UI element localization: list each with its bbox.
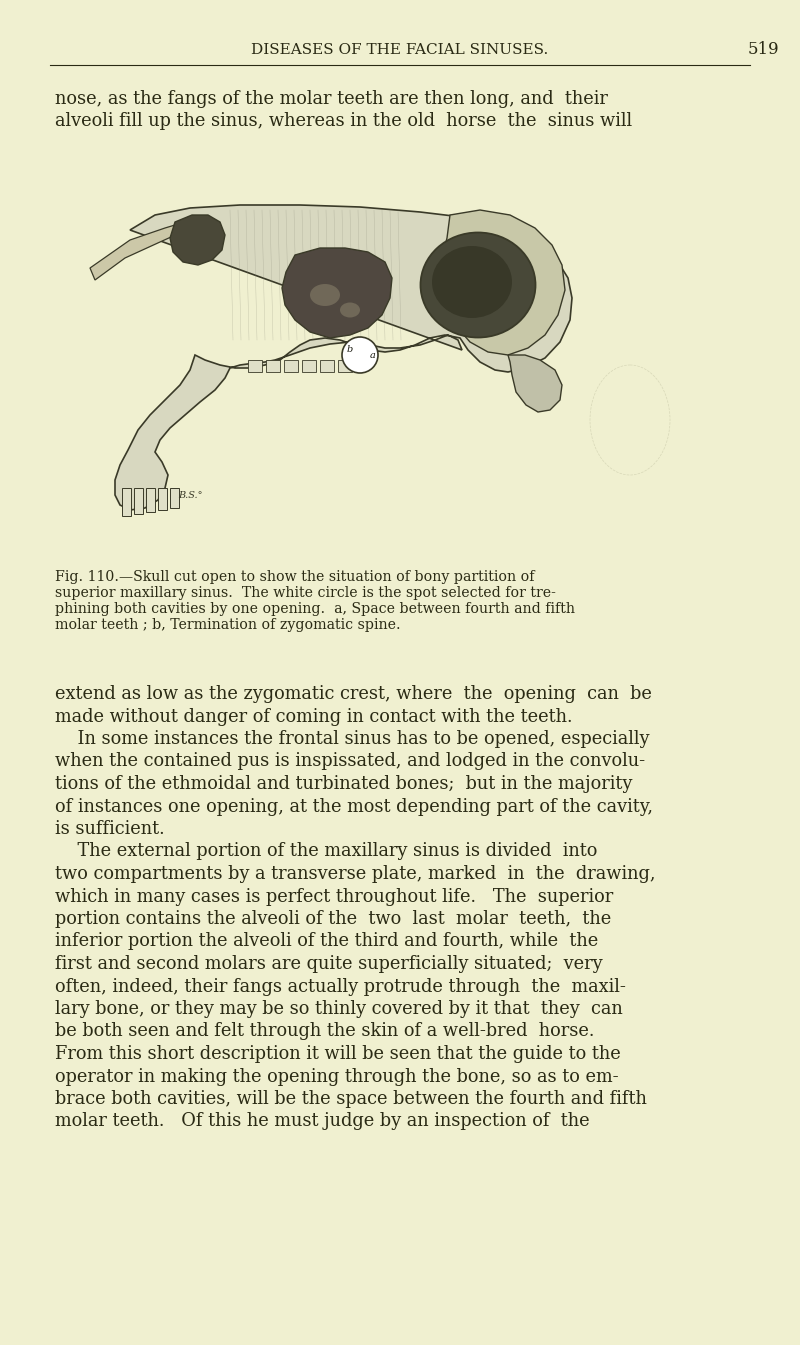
Ellipse shape [432,246,512,317]
Bar [284,360,298,373]
Text: two compartments by a transverse plate, marked  in  the  drawing,: two compartments by a transverse plate, … [55,865,655,884]
Polygon shape [440,210,565,355]
Text: operator in making the opening through the bone, so as to em-: operator in making the opening through t… [55,1068,618,1085]
Text: 519: 519 [748,42,780,58]
Text: portion contains the alveoli of the  two  last  molar  teeth,  the: portion contains the alveoli of the two … [55,911,611,928]
Bar [158,488,167,510]
Text: The external portion of the maxillary sinus is divided  into: The external portion of the maxillary si… [55,842,598,861]
Polygon shape [282,247,392,338]
Text: extend as low as the zygomatic crest, where  the  opening  can  be: extend as low as the zygomatic crest, wh… [55,685,652,703]
Polygon shape [508,355,562,412]
Polygon shape [170,215,225,265]
Text: often, indeed, their fangs actually protrude through  the  maxil-: often, indeed, their fangs actually prot… [55,978,626,995]
Text: B.S.°: B.S.° [178,491,202,500]
Text: molar teeth ; b, Termination of zygomatic spine.: molar teeth ; b, Termination of zygomati… [55,617,401,632]
Text: is sufficient.: is sufficient. [55,820,165,838]
Text: a: a [370,351,376,360]
Text: molar teeth.   Of this he must judge by an inspection of  the: molar teeth. Of this he must judge by an… [55,1112,590,1131]
Text: first and second molars are quite superficially situated;  very: first and second molars are quite superf… [55,955,602,972]
Text: Fig. 110.—Skull cut open to show the situation of bony partition of: Fig. 110.—Skull cut open to show the sit… [55,570,534,584]
Bar [320,360,334,373]
Bar [134,488,143,514]
Text: made without danger of coming in contact with the teeth.: made without danger of coming in contact… [55,707,573,725]
Bar [266,360,280,373]
Text: inferior portion the alveoli of the third and fourth, while  the: inferior portion the alveoli of the thir… [55,932,598,951]
Bar [122,488,131,516]
Polygon shape [115,204,572,510]
Text: of instances one opening, at the most depending part of the cavity,: of instances one opening, at the most de… [55,798,653,815]
Bar [146,488,155,512]
Ellipse shape [340,303,360,317]
Text: From this short description it will be seen that the guide to the: From this short description it will be s… [55,1045,621,1063]
Text: be both seen and felt through the skin of a well-bred  horse.: be both seen and felt through the skin o… [55,1022,594,1041]
Text: In some instances the frontal sinus has to be opened, especially: In some instances the frontal sinus has … [55,730,650,748]
Text: tions of the ethmoidal and turbinated bones;  but in the majority: tions of the ethmoidal and turbinated bo… [55,775,632,794]
Text: lary bone, or they may be so thinly covered by it that  they  can: lary bone, or they may be so thinly cove… [55,999,622,1018]
Text: b: b [347,346,354,354]
Bar [302,360,316,373]
Ellipse shape [310,284,340,307]
Circle shape [342,338,378,373]
Bar [170,488,179,508]
Text: alveoli fill up the sinus, whereas in the old  horse  the  sinus will: alveoli fill up the sinus, whereas in th… [55,112,632,130]
Text: when the contained pus is inspissated, and lodged in the convolu-: when the contained pus is inspissated, a… [55,752,645,771]
Text: superior maxillary sinus.  The white circle is the spot selected for tre-: superior maxillary sinus. The white circ… [55,586,556,600]
Text: nose, as the fangs of the molar teeth are then long, and  their: nose, as the fangs of the molar teeth ar… [55,90,608,108]
Bar [338,360,352,373]
Ellipse shape [421,233,535,338]
Text: phining both cavities by one opening.  a, Space between fourth and fifth: phining both cavities by one opening. a,… [55,603,575,616]
Polygon shape [90,222,185,280]
Text: brace both cavities, will be the space between the fourth and fifth: brace both cavities, will be the space b… [55,1089,647,1108]
Text: DISEASES OF THE FACIAL SINUSES.: DISEASES OF THE FACIAL SINUSES. [251,43,549,56]
Text: which in many cases is perfect throughout life.   The  superior: which in many cases is perfect throughou… [55,888,614,905]
Bar [248,360,262,373]
